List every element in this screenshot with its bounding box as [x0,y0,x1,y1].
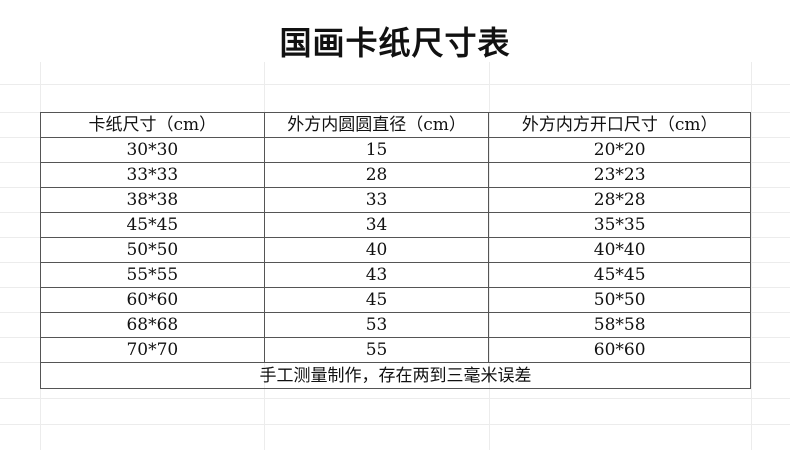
table-cell: 40 [263,237,490,263]
header-cell: 外方内圆圆直径（cm） [263,112,490,138]
header-cell: 卡纸尺寸（cm） [40,112,265,138]
table-row: 70*70 55 60*60 [40,337,751,363]
table-cell: 20*20 [488,137,751,163]
table-cell: 53 [263,312,490,338]
table-row: 45*45 34 35*35 [40,212,751,238]
table-cell: 58*58 [488,312,751,338]
table-cell: 70*70 [40,337,265,363]
table-row: 30*30 15 20*20 [40,137,751,163]
table-cell: 50*50 [40,237,265,263]
table-cell: 60*60 [40,287,265,313]
table-row: 55*55 43 45*45 [40,262,751,288]
footer-row: 手工测量制作，存在两到三毫米误差 [40,362,751,389]
table-cell: 43 [263,262,490,288]
table-cell: 23*23 [488,162,751,188]
table-cell: 34 [263,212,490,238]
size-table: 卡纸尺寸（cm） 外方内圆圆直径（cm） 外方内方开口尺寸（cm） 30*30 1… [40,112,751,389]
footer-note: 手工测量制作，存在两到三毫米误差 [40,362,751,389]
table-cell: 15 [263,137,490,163]
table-cell: 40*40 [488,237,751,263]
table-cell: 30*30 [40,137,265,163]
table-cell: 55 [263,337,490,363]
header-cell: 外方内方开口尺寸（cm） [488,112,751,138]
table-cell: 45*45 [40,212,265,238]
table-cell: 45*45 [488,262,751,288]
table-row: 68*68 53 58*58 [40,312,751,338]
table-cell: 38*38 [40,187,265,213]
header-row: 卡纸尺寸（cm） 外方内圆圆直径（cm） 外方内方开口尺寸（cm） [40,112,751,138]
table-cell: 33 [263,187,490,213]
table-cell: 28*28 [488,187,751,213]
table-cell: 35*35 [488,212,751,238]
table-row: 38*38 33 28*28 [40,187,751,213]
table-row: 60*60 45 50*50 [40,287,751,313]
table-row: 33*33 28 23*23 [40,162,751,188]
table-cell: 68*68 [40,312,265,338]
page-title: 国画卡纸尺寸表 [279,24,511,62]
table-cell: 50*50 [488,287,751,313]
table-cell: 55*55 [40,262,265,288]
table-cell: 28 [263,162,490,188]
table-cell: 33*33 [40,162,265,188]
table-row: 50*50 40 40*40 [40,237,751,263]
table-cell: 45 [263,287,490,313]
table-cell: 60*60 [488,337,751,363]
